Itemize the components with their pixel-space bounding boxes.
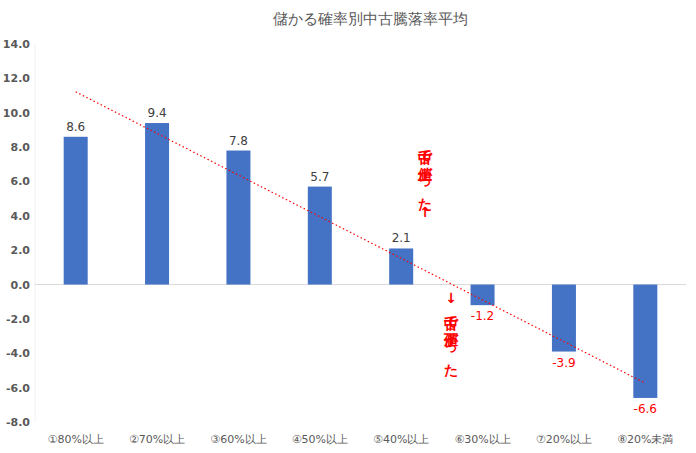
data-label: 7.8 bbox=[229, 134, 248, 148]
y-tick-label: -2.0 bbox=[6, 313, 30, 326]
x-tick-label: ④50%以上 bbox=[292, 433, 348, 446]
data-label: -3.9 bbox=[552, 356, 575, 370]
y-tick-label: 12.0 bbox=[3, 72, 30, 85]
data-label: 5.7 bbox=[310, 170, 329, 184]
x-tick-label: ⑦20%以上 bbox=[536, 433, 592, 446]
y-tick-label: 4.0 bbox=[11, 210, 31, 223]
annotation: 中古で値上がった↑ bbox=[417, 140, 433, 220]
y-tick-label: 2.0 bbox=[11, 244, 31, 257]
bar bbox=[64, 137, 88, 285]
y-tick-label: -4.0 bbox=[6, 347, 30, 360]
x-tick-label: ⑥30%以上 bbox=[454, 433, 510, 446]
x-tick-label: ⑤40%以上 bbox=[373, 433, 429, 446]
x-tick-label: ⑧20%未満 bbox=[617, 433, 673, 446]
x-tick-label: ①80%以上 bbox=[48, 433, 104, 446]
trend-line bbox=[76, 92, 646, 383]
title: 儲かる確率別中古騰落率平均 bbox=[273, 10, 468, 28]
bar bbox=[145, 123, 169, 285]
y-tick-label: 6.0 bbox=[11, 175, 31, 188]
annotation: ↓中古で値下がった bbox=[443, 290, 459, 370]
y-tick-label: -8.0 bbox=[6, 416, 30, 429]
y-tick-label: 8.0 bbox=[11, 141, 31, 154]
data-label: 2.1 bbox=[392, 231, 411, 245]
data-label: -6.6 bbox=[634, 402, 657, 416]
bars bbox=[64, 92, 658, 398]
data-label: -1.2 bbox=[471, 309, 494, 323]
bar bbox=[633, 285, 657, 398]
x-tick-label: ③60%以上 bbox=[210, 433, 266, 446]
x-tick-label: ②70%以上 bbox=[129, 433, 185, 446]
y-axis-line bbox=[35, 44, 36, 422]
y-tick-label: 10.0 bbox=[3, 107, 30, 120]
zero-axis-line bbox=[35, 284, 686, 285]
y-tick-label: -6.0 bbox=[6, 382, 30, 395]
y-tick-label: 14.0 bbox=[3, 38, 30, 51]
chart-container: 儲かる確率別中古騰落率平均 -8.0 -6.0 -4.0 -2.0 0.0 2.0 4.0 6.… bbox=[0, 0, 696, 453]
data-label: 9.4 bbox=[148, 106, 167, 120]
bar bbox=[308, 187, 332, 285]
data-label: 8.6 bbox=[66, 120, 85, 134]
bar bbox=[471, 285, 495, 306]
y-tick-label: 0.0 bbox=[11, 279, 31, 292]
chart: 儲かる確率別中古騰落率平均 -8.0 -6.0 -4.0 -2.0 0.0 2.0 4.0 6.… bbox=[0, 0, 696, 453]
